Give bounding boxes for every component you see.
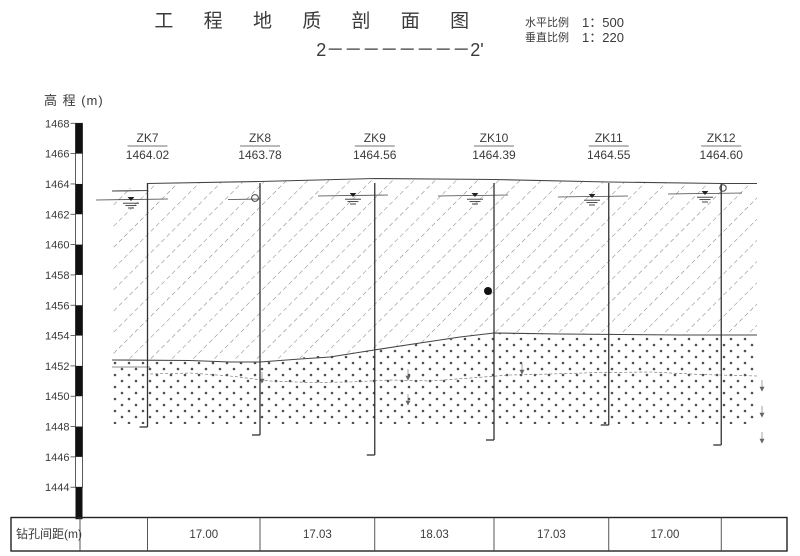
svg-text:1464.56: 1464.56 (353, 148, 397, 162)
svg-text:ZK12: ZK12 (707, 131, 736, 145)
svg-text:ZK9: ZK9 (364, 131, 386, 145)
svg-text:1444: 1444 (45, 482, 69, 494)
svg-text:17.03: 17.03 (303, 529, 332, 541)
svg-text:1460: 1460 (45, 240, 69, 252)
svg-text:钻孔间距(m): 钻孔间距(m) (16, 526, 82, 541)
svg-text:1464.02: 1464.02 (126, 148, 170, 162)
svg-text:1464.60: 1464.60 (700, 148, 744, 162)
svg-text:ZK7: ZK7 (136, 131, 158, 145)
svg-text:1462: 1462 (45, 209, 69, 221)
svg-text:ZK11: ZK11 (595, 131, 623, 145)
svg-text:1456: 1456 (45, 300, 69, 312)
svg-text:1466: 1466 (45, 149, 69, 161)
svg-text:1458: 1458 (45, 270, 69, 282)
svg-text:高 程 (m): 高 程 (m) (44, 93, 104, 108)
svg-text:1463.78: 1463.78 (238, 148, 282, 162)
svg-text:ZK8: ZK8 (249, 131, 271, 145)
svg-text:17.00: 17.00 (651, 529, 680, 541)
svg-text:ZK10: ZK10 (480, 131, 509, 145)
svg-text:17.00: 17.00 (189, 529, 218, 541)
svg-text:1464.55: 1464.55 (587, 148, 631, 162)
svg-text:2－－－－－－－－2': 2－－－－－－－－2' (316, 40, 483, 60)
svg-text:1450: 1450 (45, 391, 69, 403)
svg-text:1464: 1464 (45, 179, 69, 191)
svg-text:垂直比例: 垂直比例 (525, 30, 569, 44)
svg-text:1：220: 1：220 (582, 30, 624, 45)
svg-text:17.03: 17.03 (537, 529, 566, 541)
svg-text:1452: 1452 (45, 361, 69, 373)
svg-text:18.03: 18.03 (420, 529, 449, 541)
svg-text:工 程 地 质 剖 面 图: 工 程 地 质 剖 面 图 (154, 10, 481, 32)
svg-text:1468: 1468 (45, 118, 69, 130)
svg-text:1448: 1448 (45, 422, 69, 434)
svg-text:1454: 1454 (45, 331, 69, 343)
svg-text:1446: 1446 (45, 452, 69, 464)
svg-text:水平比例: 水平比例 (525, 15, 569, 29)
svg-text:1：500: 1：500 (582, 15, 624, 30)
svg-text:1464.39: 1464.39 (472, 148, 516, 162)
